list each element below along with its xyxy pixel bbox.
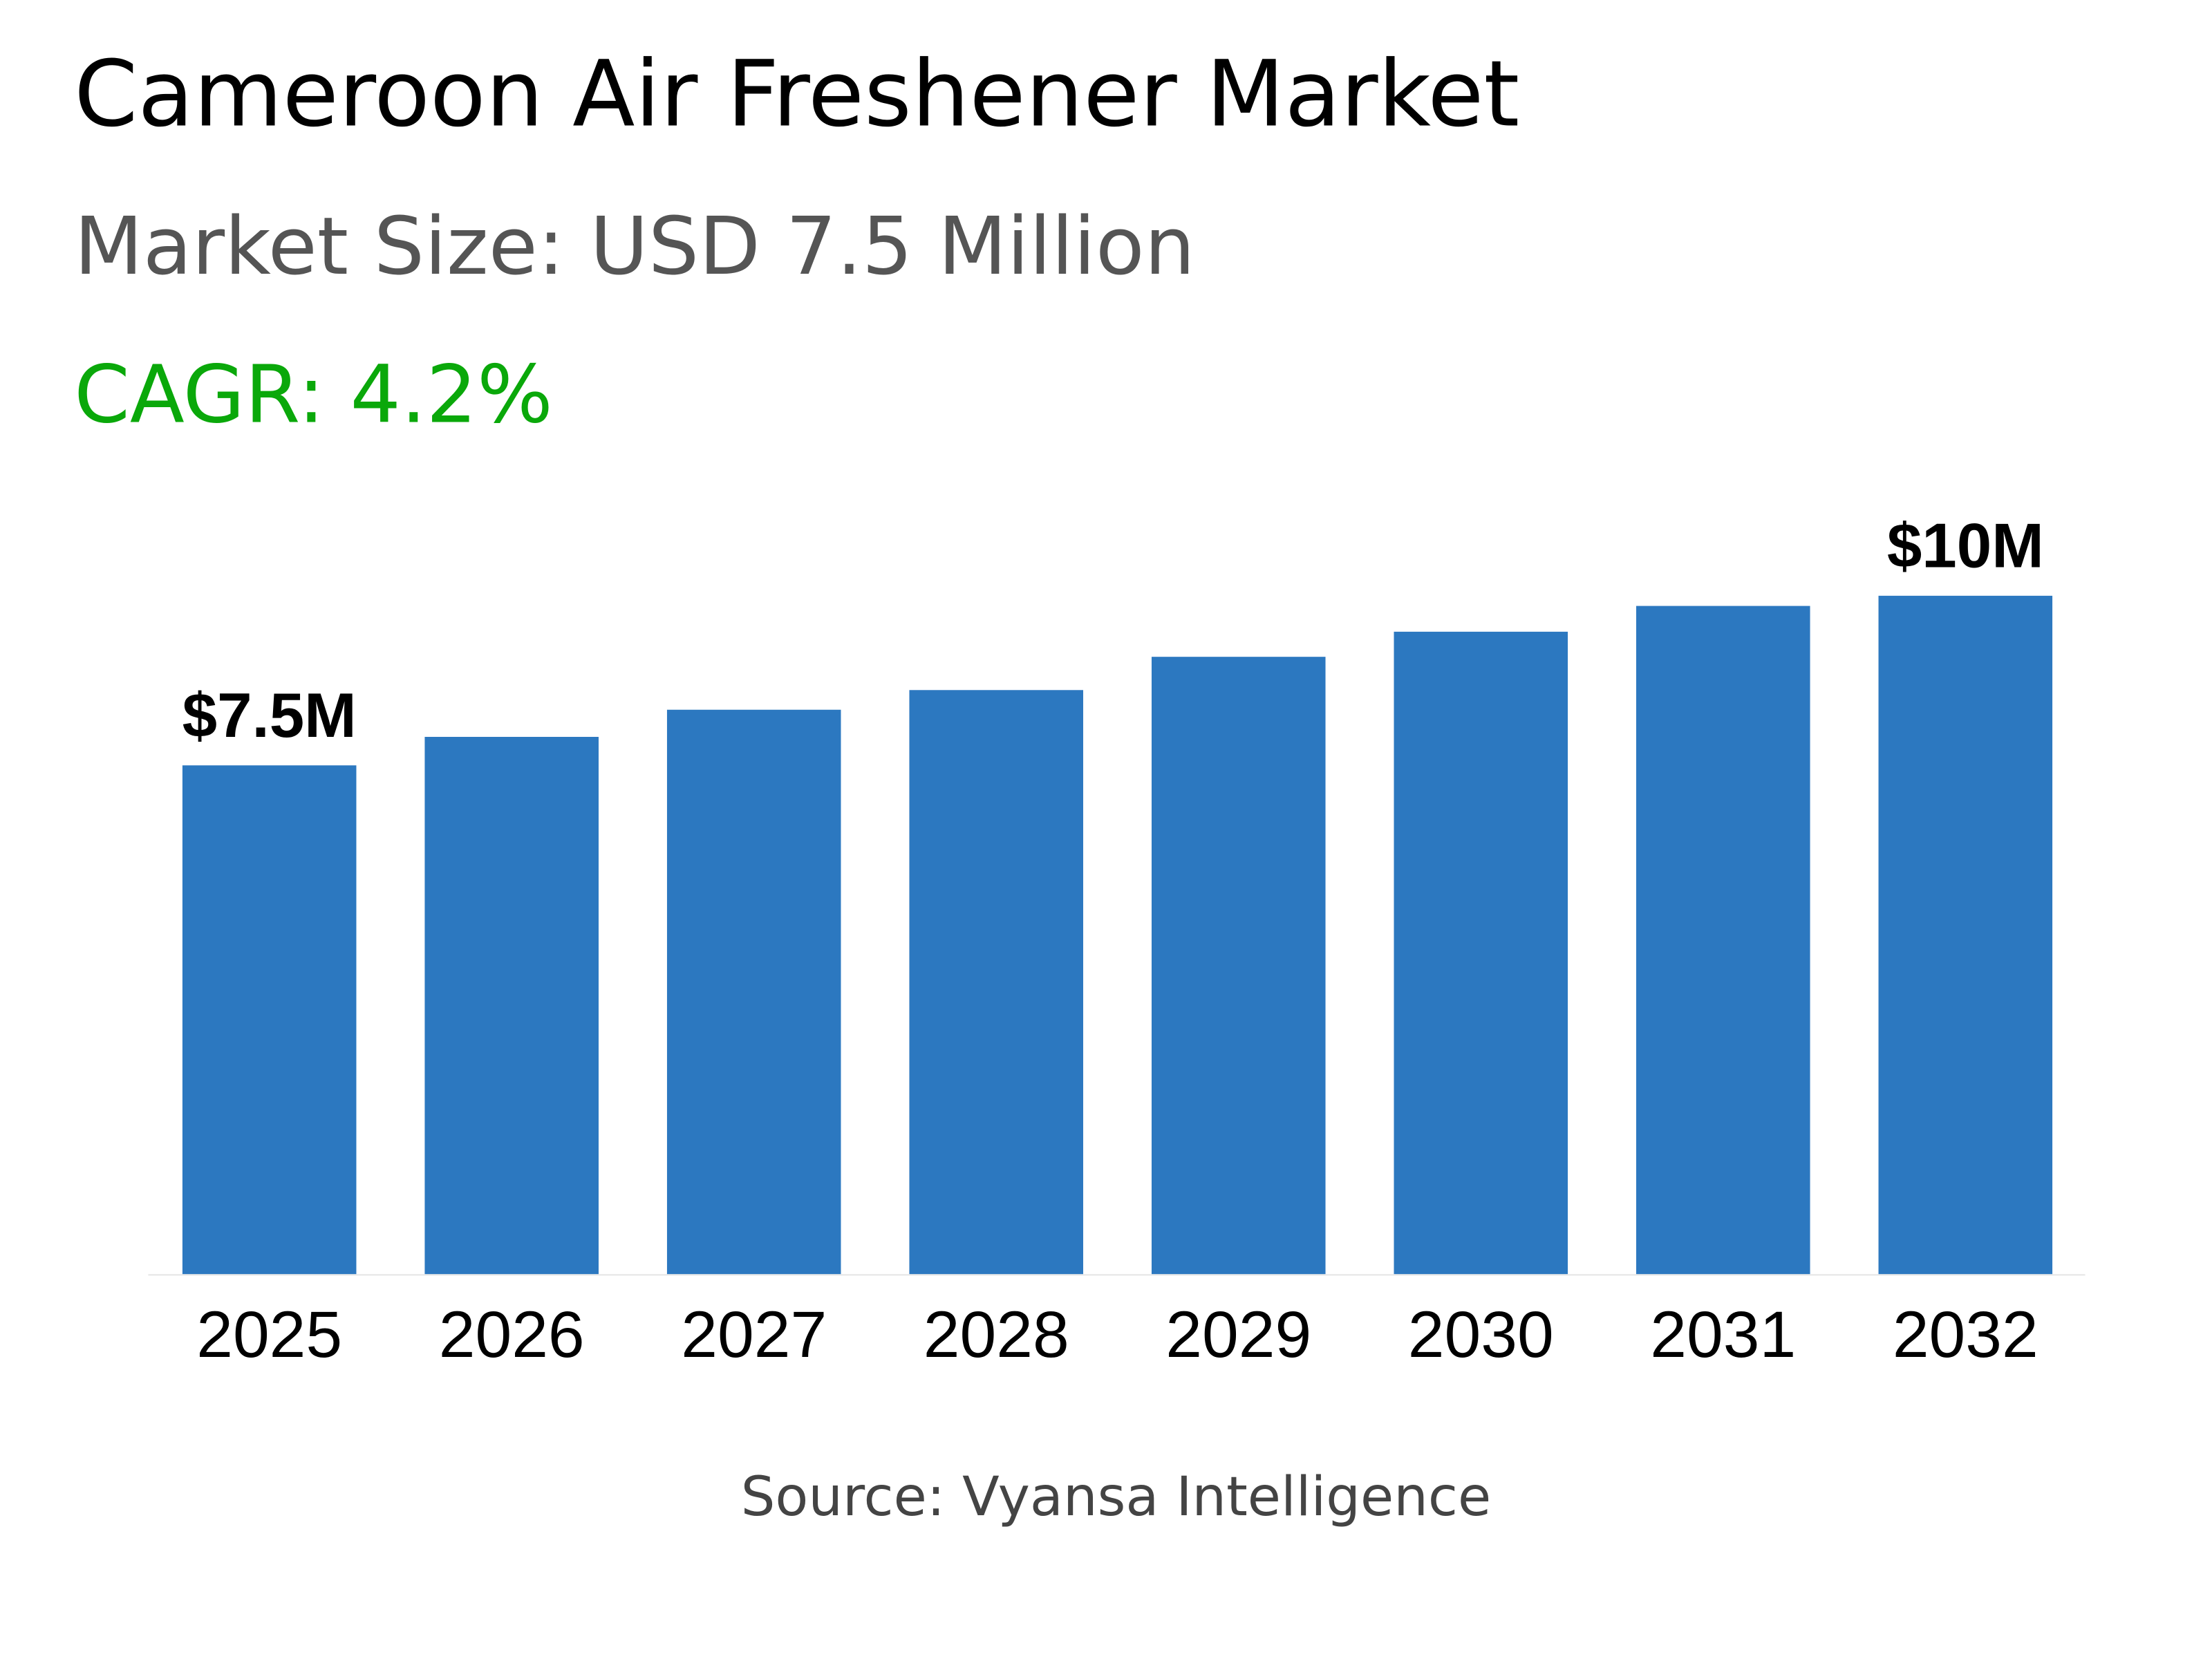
- x-tick-label: 2032: [1893, 1298, 2038, 1371]
- data-label: $10M: [1887, 512, 2044, 581]
- x-tick-label: 2029: [1165, 1298, 1311, 1371]
- bar-2029: [1151, 657, 1326, 1275]
- x-tick-label: 2027: [681, 1298, 827, 1371]
- bars: 2025 $7.5M 2026 2027 2028 2029 2030 2031 2032 $10…: [182, 512, 2053, 1371]
- x-tick-label: 2025: [196, 1298, 342, 1371]
- x-tick-label: 2026: [439, 1298, 585, 1371]
- bar-2031: [1636, 606, 1810, 1275]
- bar-2026: [424, 736, 599, 1275]
- bar-2027: [666, 709, 841, 1275]
- bar-2025: [182, 765, 357, 1275]
- bar-2028: [909, 690, 1084, 1275]
- market-size: Market Size: USD 7.5 Million: [74, 200, 1195, 293]
- source-note: Source: Vyansa Intelligence: [741, 1465, 1491, 1528]
- data-label: $7.5M: [182, 681, 357, 751]
- x-tick-label: 2030: [1408, 1298, 1554, 1371]
- x-tick-label: 2031: [1650, 1298, 1796, 1371]
- bar-2032: [1878, 595, 2053, 1275]
- bar-2030: [1394, 631, 1568, 1275]
- x-tick-label: 2028: [924, 1298, 1069, 1371]
- page-title: Cameroon Air Freshener Market: [74, 41, 1519, 147]
- cagr: CAGR: 4.2%: [74, 348, 553, 441]
